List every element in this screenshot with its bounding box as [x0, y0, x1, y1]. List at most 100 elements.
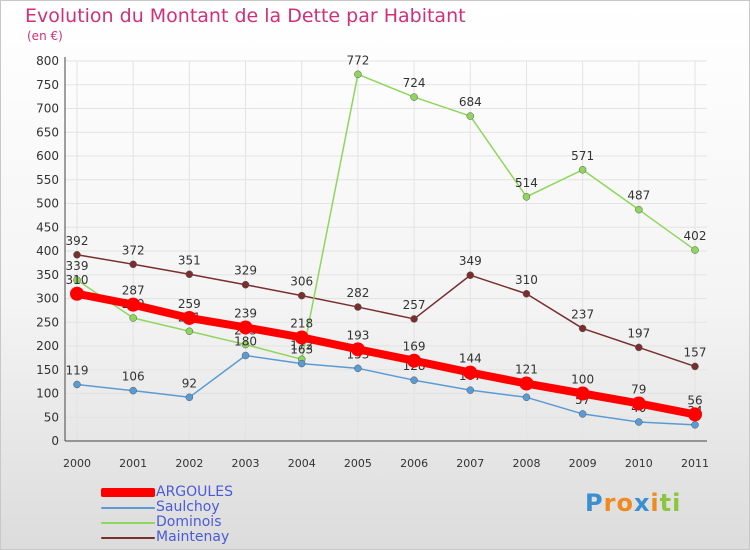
data-label-maintenay: 197 — [627, 326, 650, 340]
data-label-argoules: 218 — [290, 316, 313, 330]
legend-item-dominois: Dominois — [101, 515, 361, 530]
data-point-maintenay — [635, 343, 643, 352]
data-point-argoules — [407, 353, 422, 368]
legend-swatch — [101, 488, 155, 497]
data-label-maintenay: 372 — [122, 243, 145, 257]
data-point-argoules — [519, 376, 534, 391]
y-tick-label: 500 — [36, 197, 59, 211]
data-point-argoules — [294, 330, 309, 345]
data-point-dominois — [354, 70, 362, 79]
data-label-dominois: 402 — [684, 229, 707, 243]
data-label-maintenay: 237 — [571, 307, 594, 321]
data-label-dominois: 571 — [571, 149, 594, 163]
y-tick-label: 350 — [36, 268, 59, 282]
y-tick-label: 450 — [36, 220, 59, 234]
data-label-argoules: 144 — [459, 352, 482, 366]
series-line-saulchoy — [76, 354, 696, 426]
data-label-argoules: 79 — [631, 382, 646, 396]
data-label-argoules: 239 — [234, 306, 257, 320]
data-point-argoules — [688, 407, 702, 422]
logo-letter: t — [659, 489, 673, 517]
x-tick-label: 2001 — [119, 457, 147, 470]
x-tick-label: 2004 — [288, 457, 316, 470]
data-point-saulchoy — [297, 359, 306, 368]
data-point-saulchoy — [241, 351, 250, 360]
data-point-argoules — [631, 396, 646, 411]
x-tick-label: 2003 — [232, 457, 260, 470]
legend-item-maintenay: Maintenay — [101, 530, 361, 545]
proxiti-logo: Proxiti — [585, 489, 681, 517]
x-tick-label: 2006 — [400, 457, 428, 470]
data-label-maintenay: 310 — [515, 273, 538, 287]
data-point-saulchoy — [129, 386, 137, 395]
logo-letter: x — [633, 489, 651, 517]
y-tick-label: 0 — [51, 434, 59, 448]
y-tick-label: 200 — [36, 339, 59, 353]
y-tick-label: 250 — [36, 315, 59, 329]
data-point-saulchoy — [522, 393, 531, 402]
legend-swatch — [101, 507, 155, 509]
y-tick-label: 750 — [36, 78, 59, 92]
data-point-dominois — [466, 112, 475, 120]
data-point-dominois — [578, 166, 587, 174]
data-label-saulchoy: 92 — [182, 376, 197, 390]
series-line-argoules — [73, 289, 699, 419]
data-point-maintenay — [522, 290, 531, 298]
data-point-maintenay — [691, 362, 699, 371]
data-label-maintenay: 351 — [178, 253, 201, 267]
data-point-dominois — [691, 246, 699, 254]
data-label-maintenay: 329 — [234, 264, 257, 278]
legend-item-saulchoy: Saulchoy — [101, 500, 361, 515]
data-label-dominois: 487 — [627, 189, 650, 203]
data-point-dominois — [73, 276, 81, 284]
x-tick-label: 2010 — [625, 457, 653, 470]
logo-letter: P — [585, 489, 604, 517]
data-point-maintenay — [73, 251, 81, 259]
data-label-maintenay: 257 — [403, 298, 426, 312]
data-point-argoules — [463, 365, 478, 380]
data-label-maintenay: 306 — [290, 275, 313, 289]
y-tick-label: 600 — [36, 149, 59, 163]
logo-letter: r — [603, 489, 617, 517]
data-label-saulchoy: 163 — [290, 343, 313, 357]
data-point-argoules — [70, 286, 84, 301]
data-label-argoules: 121 — [515, 363, 538, 377]
data-point-maintenay — [185, 270, 194, 279]
data-point-maintenay — [578, 324, 587, 333]
x-tick-label: 2008 — [512, 457, 540, 470]
y-tick-label: 400 — [36, 244, 59, 258]
data-point-dominois — [410, 93, 418, 101]
legend-label: Maintenay — [156, 529, 230, 545]
data-point-argoules — [350, 342, 365, 357]
data-point-maintenay — [354, 303, 362, 311]
data-label-argoules: 193 — [346, 328, 369, 342]
data-label-argoules: 56 — [687, 393, 702, 407]
data-label-dominois: 339 — [66, 259, 89, 273]
chart-subtitle: (en €) — [27, 29, 63, 43]
data-point-argoules — [238, 320, 253, 335]
data-label-saulchoy: 180 — [234, 335, 257, 349]
legend-swatch — [101, 522, 155, 524]
legend-label: ARGOULES — [156, 484, 233, 500]
x-tick-label: 2002 — [175, 457, 203, 470]
data-label-saulchoy: 106 — [122, 370, 145, 384]
data-point-argoules — [126, 297, 141, 312]
x-tick-label: 2009 — [569, 457, 597, 470]
legend-swatch — [101, 537, 155, 539]
data-point-saulchoy — [354, 364, 362, 373]
x-tick-label: 2007 — [456, 457, 484, 470]
data-point-saulchoy — [185, 393, 194, 402]
data-point-maintenay — [129, 260, 137, 269]
y-tick-label: 100 — [36, 387, 59, 401]
data-label-argoules: 169 — [403, 340, 426, 354]
data-label-argoules: 287 — [122, 284, 145, 298]
logo-letter: i — [650, 489, 660, 517]
x-tick-label: 2005 — [344, 457, 372, 470]
series-line-dominois — [76, 73, 696, 361]
data-label-dominois: 514 — [515, 176, 538, 190]
data-point-dominois — [241, 340, 250, 349]
y-tick-label: 700 — [36, 102, 59, 116]
data-point-argoules — [182, 310, 197, 325]
x-tick-label: 2000 — [63, 457, 91, 470]
x-tick-label: 2011 — [681, 457, 709, 470]
